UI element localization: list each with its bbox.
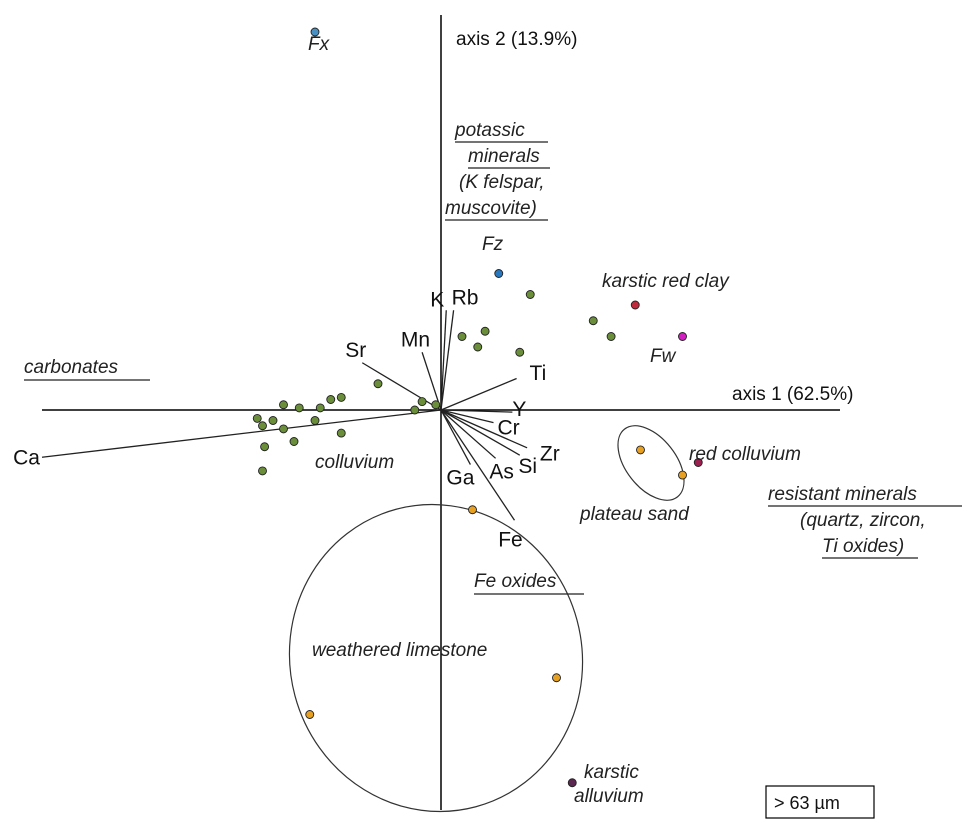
point-red-colluvium xyxy=(693,458,703,467)
annotations: Fx Fz Fw karstic red clay red colluvium … xyxy=(24,34,962,807)
carbonates-label: carbonates xyxy=(24,357,119,378)
point-colluvium xyxy=(279,400,288,410)
variable-label-mn: Mn xyxy=(401,328,430,351)
vector-mn xyxy=(421,352,442,411)
fz-label: Fz xyxy=(482,234,504,255)
resistant-label-line1: resistant minerals xyxy=(768,484,917,505)
point-colluvium xyxy=(336,428,346,438)
point-fz xyxy=(494,269,504,278)
variable-label-cr: Cr xyxy=(498,417,520,440)
point-colluvium xyxy=(258,421,267,431)
vector-rb xyxy=(440,310,455,411)
point-plateau-sand xyxy=(636,445,645,455)
variable-label-k: K xyxy=(430,288,444,311)
point-plateau-sand xyxy=(552,673,561,683)
point-colluvium xyxy=(515,347,525,357)
vector-as xyxy=(440,409,497,459)
plateau-sand-label: plateau sand xyxy=(579,504,690,525)
colluvium-label: colluvium xyxy=(315,452,394,473)
point-plateau-sand xyxy=(468,505,477,515)
karstic-alluvium-label-line1: karstic xyxy=(584,762,639,783)
point-fw xyxy=(678,332,687,341)
variable-label-y: Y xyxy=(512,398,526,421)
point-fx xyxy=(310,27,320,37)
point-colluvium xyxy=(268,416,278,425)
point-colluvium xyxy=(289,437,299,446)
point-colluvium xyxy=(410,405,420,415)
karstic-red-clay-label: karstic red clay xyxy=(602,271,730,292)
potassic-label-line1: potassic xyxy=(454,120,525,141)
point-colluvium xyxy=(336,392,346,402)
variable-label-as: As xyxy=(489,460,514,483)
resistant-label-line3: Ti oxides) xyxy=(822,536,904,557)
point-colluvium xyxy=(373,379,383,389)
sample-points xyxy=(252,27,703,788)
variable-label-fe: Fe xyxy=(498,528,523,551)
variable-label-zr: Zr xyxy=(540,442,560,465)
vector-ca xyxy=(41,409,442,458)
weathered-limestone-label: weathered limestone xyxy=(312,640,487,661)
point-colluvium xyxy=(258,466,267,476)
size-fraction-label: > 63 µm xyxy=(774,793,840,813)
potassic-label-line3: (K felspar, xyxy=(459,172,545,193)
point-colluvium xyxy=(588,316,598,326)
axis-1-label: axis 1 (62.5%) xyxy=(732,384,853,405)
size-fraction-box: > 63 µm xyxy=(765,785,875,819)
vector-cr xyxy=(440,409,494,424)
group-ellipses xyxy=(288,425,685,813)
point-colluvium xyxy=(473,342,483,352)
potassic-label-line2: minerals xyxy=(468,146,540,167)
vector-si xyxy=(440,409,521,456)
point-colluvium xyxy=(315,403,325,413)
point-plateau-sand xyxy=(305,710,315,719)
point-colluvium xyxy=(310,416,320,425)
point-colluvium xyxy=(326,395,336,404)
vector-fe xyxy=(440,409,516,521)
point-karstic-red-clay xyxy=(630,300,640,310)
axis-2-label: axis 2 (13.9%) xyxy=(456,29,577,50)
vector-k xyxy=(440,310,447,411)
fw-label: Fw xyxy=(650,346,677,367)
point-colluvium xyxy=(417,397,427,407)
vector-ti xyxy=(440,377,517,411)
vector-ga xyxy=(440,409,471,465)
point-colluvium xyxy=(279,424,288,434)
axes-group: axis 1 (62.5%) axis 2 (13.9%) xyxy=(42,15,853,810)
variable-label-sr: Sr xyxy=(345,339,366,362)
point-karstic-alluvium xyxy=(567,778,577,788)
fx-label: Fx xyxy=(308,34,331,55)
point-colluvium xyxy=(294,403,304,413)
weathered-limestone-ellipse xyxy=(288,503,584,813)
point-colluvium xyxy=(260,442,270,452)
variable-label-ca: Ca xyxy=(13,446,40,469)
point-colluvium xyxy=(457,332,467,341)
point-colluvium xyxy=(606,332,616,341)
potassic-label-line4: muscovite) xyxy=(445,198,537,219)
vector-y xyxy=(440,409,513,413)
point-colluvium xyxy=(480,326,490,336)
variable-label-rb: Rb xyxy=(452,286,479,309)
point-colluvium xyxy=(525,290,535,299)
point-colluvium xyxy=(431,400,441,410)
plateau-sand-ellipse xyxy=(617,425,685,501)
karstic-alluvium-label-line2: alluvium xyxy=(574,786,644,807)
variable-label-si: Si xyxy=(518,455,537,478)
red-colluvium-label: red colluvium xyxy=(689,444,801,465)
fe-oxides-label: Fe oxides xyxy=(474,571,557,592)
variable-label-ti: Ti xyxy=(530,362,547,385)
resistant-label-line2: (quartz, zircon, xyxy=(800,510,926,531)
vector-sr xyxy=(361,362,442,411)
variable-vectors xyxy=(41,310,528,521)
point-colluvium xyxy=(252,413,262,423)
variable-label-ga: Ga xyxy=(446,467,474,490)
point-plateau-sand xyxy=(678,470,687,480)
vector-zr xyxy=(440,409,528,449)
